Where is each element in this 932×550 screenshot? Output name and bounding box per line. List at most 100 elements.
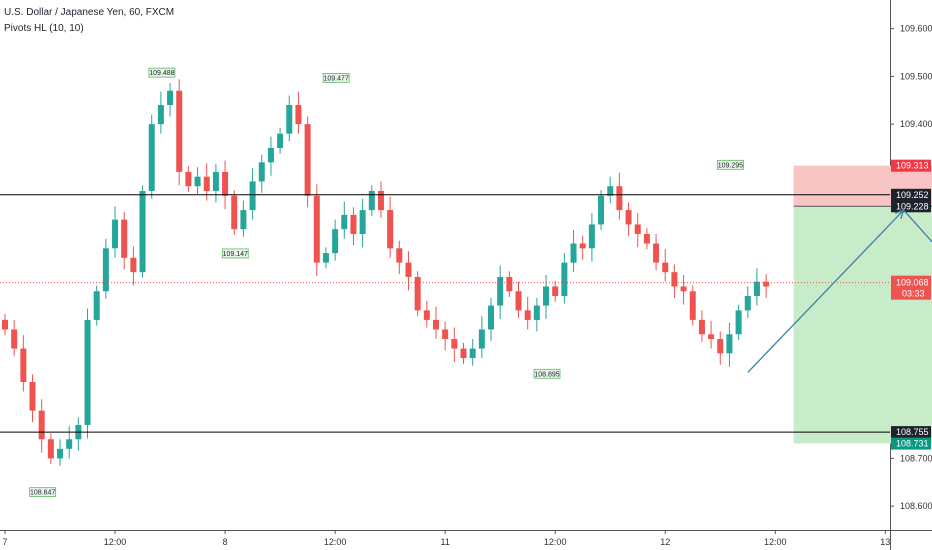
candle-bull: [744, 296, 751, 311]
pivot-high-label: 109.477: [323, 75, 348, 82]
candle-bull: [57, 448, 64, 459]
pivot-high-tag: [322, 73, 350, 83]
candle-bull: [267, 148, 274, 163]
current-price-tag: [891, 275, 931, 300]
pivot-high-tag: [148, 67, 176, 78]
candle-bear: [11, 329, 18, 349]
candle-bear: [47, 439, 54, 459]
candle-bear: [176, 90, 183, 172]
x-tick-label: 8: [223, 537, 228, 547]
candle-bear: [29, 381, 36, 411]
candle-bear: [377, 190, 384, 211]
candle-bear: [698, 319, 705, 335]
candle-bull: [598, 195, 605, 225]
candle-bull: [588, 224, 595, 249]
x-tick-label: 11: [440, 537, 449, 547]
candle-bull: [286, 105, 293, 134]
candle-bull: [102, 248, 109, 292]
candle-bull: [240, 210, 247, 230]
candle-bear: [350, 214, 357, 234]
pivot-low-label: 108.647: [30, 490, 55, 497]
candle-bull: [258, 162, 265, 182]
candle-bull: [726, 334, 733, 354]
candle-bear: [38, 410, 45, 440]
candle-bear: [662, 262, 669, 273]
candle-bear: [515, 291, 522, 311]
candle-bear: [460, 348, 467, 359]
stop-price-label: 109.313: [896, 161, 929, 171]
candle-bear: [121, 219, 128, 258]
candle-bull: [157, 105, 164, 125]
x-tick-label: 12:00: [544, 537, 567, 547]
candle-bear: [763, 281, 770, 287]
candle-bear: [304, 124, 311, 196]
candle-bear: [423, 310, 430, 320]
horizontal-line-price-tag: [891, 426, 931, 439]
candle-bear: [405, 262, 412, 277]
candle-bear: [295, 105, 302, 125]
candle-bear: [552, 286, 559, 297]
candle-bull: [322, 253, 329, 263]
candle-bull: [753, 281, 760, 297]
candle-bull: [570, 243, 577, 263]
target-price-tag: [891, 437, 931, 450]
candle-bull: [561, 262, 568, 297]
candle-bear: [185, 171, 192, 187]
candle-bear: [432, 319, 439, 330]
current-price-label: 109.068: [896, 278, 929, 288]
candle-bear: [313, 195, 320, 263]
x-tick-label: 12:00: [764, 537, 787, 547]
candle-bear: [396, 248, 403, 263]
y-tick-label: 108.600: [900, 501, 932, 511]
candle-bear: [643, 233, 650, 244]
candle-bear: [616, 186, 623, 211]
y-tick-label: 109.500: [900, 71, 932, 81]
candle-bull: [84, 319, 91, 425]
pivot-high-label: 109.295: [718, 162, 743, 169]
pivot-low-label: 109.147: [223, 251, 248, 258]
candle-bull: [332, 229, 339, 254]
candle-bear: [671, 272, 678, 287]
candle-bull: [469, 348, 476, 359]
candle-bear: [634, 224, 641, 234]
candle-bear: [442, 329, 449, 340]
pivot-low-tag: [221, 248, 249, 259]
candle-bear: [524, 310, 531, 320]
candle-bull: [249, 181, 256, 211]
candle-bear: [653, 243, 660, 263]
candle-bear: [20, 348, 27, 382]
y-tick-label: 109.400: [900, 119, 932, 129]
pivot-low-tag: [533, 368, 561, 379]
candle-bull: [368, 190, 375, 211]
horizontal-line-price-tag: [891, 188, 931, 201]
x-tick-label: 12: [660, 537, 670, 547]
candle-bear: [451, 339, 458, 349]
candle-bull: [93, 291, 100, 320]
candle-bear: [689, 291, 696, 320]
candle-bear: [2, 319, 8, 330]
indicator-legend[interactable]: Pivots HL (10, 10): [4, 23, 84, 34]
arrowhead-up-icon: [894, 209, 905, 219]
take-profit-zone: [793, 206, 932, 444]
candle-bear: [387, 210, 394, 249]
pivot-high-label: 109.488: [149, 70, 174, 77]
pivot-high-tag: [717, 159, 744, 170]
candle-bull: [212, 171, 219, 191]
candle-bull: [148, 124, 155, 191]
candle-bear: [130, 257, 137, 273]
symbol-title: U.S. Dollar / Japanese Yen, 60, FXCM: [4, 7, 175, 18]
pivot-low-tag: [29, 487, 57, 498]
candle-bear: [506, 276, 513, 292]
candle-bull: [277, 133, 284, 149]
candle-bull: [66, 439, 73, 449]
candle-bear: [680, 286, 687, 292]
candle-bear: [625, 210, 632, 225]
candle-bear: [414, 276, 421, 311]
candle-bull: [735, 310, 742, 335]
candle-bull: [607, 186, 614, 196]
candle-bull: [139, 190, 146, 273]
candle-bull: [112, 219, 119, 249]
entry-price-label: 109.228: [896, 201, 929, 211]
